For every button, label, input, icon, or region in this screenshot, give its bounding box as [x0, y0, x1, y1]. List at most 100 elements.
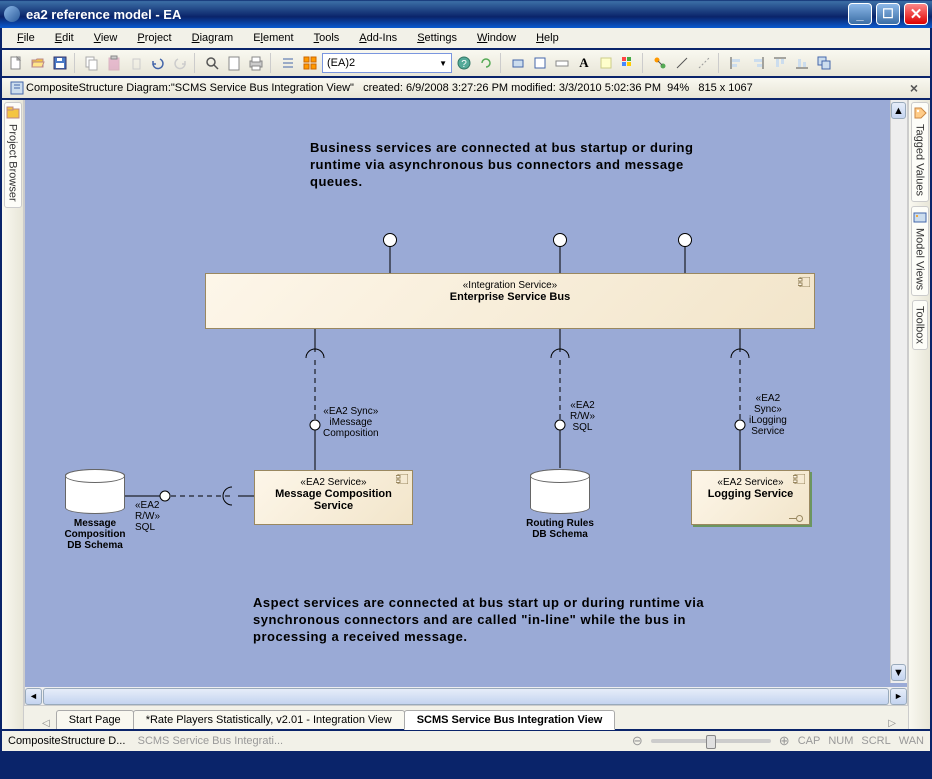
diagram-infobar: CompositeStructure Diagram: "SCMS Servic… [0, 78, 932, 100]
folder-icon [6, 106, 20, 120]
element-icon[interactable] [508, 53, 528, 73]
horizontal-scrollbar[interactable]: ◄ ► [25, 687, 907, 705]
new-icon[interactable] [6, 53, 26, 73]
status-num: NUM [828, 735, 853, 747]
menu-edit[interactable]: Edit [46, 30, 83, 46]
toolbox-tab[interactable]: Toolbox [912, 300, 928, 350]
redo-icon[interactable] [170, 53, 190, 73]
toolbar-separator [74, 53, 78, 73]
align-bottom-icon[interactable] [792, 53, 812, 73]
text-icon[interactable]: A [574, 53, 594, 73]
save-icon[interactable] [50, 53, 70, 73]
bus-name: Enterprise Service Bus [214, 291, 806, 303]
enterprise-service-bus-component[interactable]: «Integration Service» Enterprise Service… [205, 273, 815, 329]
scroll-up-icon[interactable]: ▲ [891, 102, 906, 119]
logging-service-component[interactable]: «EA2 Service» Logging Service [691, 470, 810, 525]
component-icon [396, 474, 408, 484]
model-views-label: Model Views [914, 226, 926, 292]
message-composition-db[interactable]: Message Composition DB Schema [65, 469, 131, 551]
cut-icon[interactable] [126, 53, 146, 73]
zoom-value: 94% [667, 82, 689, 94]
infobar-prefix: CompositeStructure Diagram: [26, 82, 171, 94]
vertical-scrollbar[interactable]: ▲ ▼ [890, 100, 907, 683]
tab-start-page[interactable]: Start Page [56, 710, 134, 729]
tab-scms-bus-view[interactable]: SCMS Service Bus Integration View [404, 710, 616, 730]
scroll-right-icon[interactable]: ► [890, 688, 907, 705]
minimize-button[interactable]: _ [848, 3, 872, 25]
created-value: 6/9/2008 3:27:26 PM [406, 82, 508, 94]
toolbar-separator [642, 53, 646, 73]
note-icon[interactable] [596, 53, 616, 73]
print-icon[interactable] [246, 53, 266, 73]
align-right-icon[interactable] [748, 53, 768, 73]
maximize-button[interactable]: ☐ [876, 3, 900, 25]
document-tabs: ◁ Start Page *Rate Players Statistically… [24, 705, 908, 729]
layers-icon[interactable] [814, 53, 834, 73]
toolbox-label: Toolbox [914, 304, 926, 346]
workspace: Project Browser Business services are co… [0, 100, 932, 731]
copy-icon[interactable] [82, 53, 102, 73]
palette-icon[interactable] [618, 53, 638, 73]
undo-icon[interactable] [148, 53, 168, 73]
close-diagram-icon[interactable]: × [904, 80, 924, 96]
menu-diagram[interactable]: Diagram [183, 30, 243, 46]
element3-icon[interactable] [552, 53, 572, 73]
diagram-icon [10, 81, 24, 95]
bus-stereotype: «Integration Service» [214, 280, 806, 291]
menu-project[interactable]: Project [128, 30, 180, 46]
canvas-area: Business services are connected at bus s… [24, 100, 908, 729]
connector2-icon[interactable] [694, 53, 714, 73]
menu-tools[interactable]: Tools [305, 30, 349, 46]
message-composition-service-component[interactable]: «EA2 Service» Message Composition Servic… [254, 470, 413, 525]
scroll-down-icon[interactable]: ▼ [891, 664, 906, 681]
menu-addins[interactable]: Add-Ins [350, 30, 406, 46]
tagged-values-label: Tagged Values [914, 122, 926, 198]
titlebar: ea2 reference model - EA _ ☐ ✕ [0, 0, 932, 28]
msgcomp-name: Message Composition Service [263, 488, 404, 512]
component-icon [798, 277, 810, 287]
stereotype-combo[interactable]: (EA)2▼ [322, 53, 452, 73]
paste-icon[interactable] [104, 53, 124, 73]
list-icon[interactable] [278, 53, 298, 73]
menu-help[interactable]: Help [527, 30, 568, 46]
open-icon[interactable] [28, 53, 48, 73]
close-button[interactable]: ✕ [904, 3, 928, 25]
created-label: created: [363, 82, 403, 94]
project-browser-tab[interactable]: Project Browser [2, 100, 24, 729]
menu-settings[interactable]: Settings [408, 30, 466, 46]
tab-rate-players[interactable]: *Rate Players Statistically, v2.01 - Int… [133, 710, 405, 729]
routing-rules-db[interactable]: Routing Rules DB Schema [530, 469, 600, 540]
zoom-out-icon[interactable]: ⊖ [632, 733, 643, 749]
zoom-icon[interactable] [202, 53, 222, 73]
menu-element[interactable]: Element [244, 30, 302, 46]
link-icon[interactable] [650, 53, 670, 73]
tabs-scroll-right-icon[interactable]: ▷ [888, 718, 896, 729]
tag-icon [913, 106, 927, 120]
dims-value: 815 x 1067 [698, 82, 752, 94]
help-icon[interactable]: ? [454, 53, 474, 73]
connector-icon[interactable] [672, 53, 692, 73]
menu-view[interactable]: View [85, 30, 127, 46]
element2-icon[interactable] [530, 53, 550, 73]
tabs-scroll-left-icon[interactable]: ◁ [36, 718, 56, 729]
status-mid: SCMS Service Bus Integrati... [138, 735, 284, 747]
menu-file[interactable]: File [8, 30, 44, 46]
toolbar-separator [270, 53, 274, 73]
scroll-left-icon[interactable]: ◄ [25, 688, 42, 705]
modified-label: modified: [511, 82, 556, 94]
zoom-slider[interactable] [651, 739, 771, 743]
iface-ilogging-label: «EA2 Sync» iLogging Service [749, 393, 787, 437]
refresh-icon[interactable] [476, 53, 496, 73]
iface-imessage-label: «EA2 Sync» iMessage Composition [323, 406, 379, 439]
align-top-icon[interactable] [770, 53, 790, 73]
tagged-values-tab[interactable]: Tagged Values [911, 102, 929, 202]
iface-sql1-label: «EA2 R/W» SQL [135, 500, 160, 533]
menu-window[interactable]: Window [468, 30, 525, 46]
model-views-tab[interactable]: Model Views [911, 206, 929, 296]
page-icon[interactable] [224, 53, 244, 73]
align-left-icon[interactable] [726, 53, 746, 73]
zoom-in-icon[interactable]: ⊕ [779, 733, 790, 749]
grid-icon[interactable] [300, 53, 320, 73]
modified-value: 3/3/2010 5:02:36 PM [559, 82, 661, 94]
diagram-canvas[interactable]: Business services are connected at bus s… [24, 100, 908, 705]
